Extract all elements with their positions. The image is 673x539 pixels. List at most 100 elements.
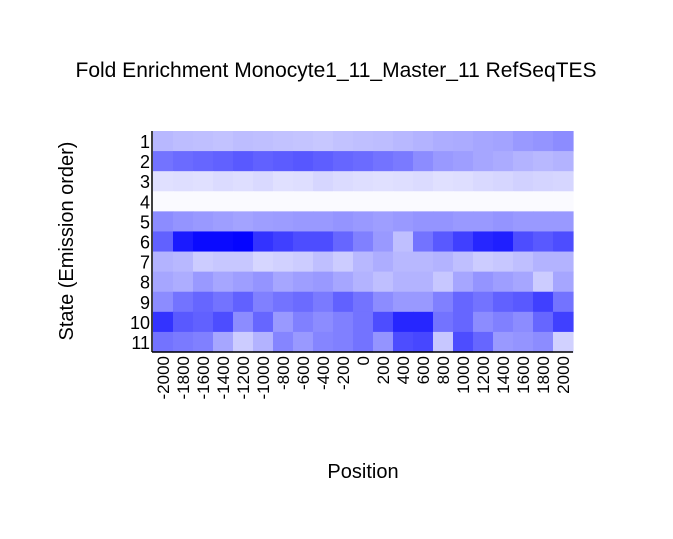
heatmap-cell — [413, 311, 434, 333]
heatmap-cell — [253, 131, 274, 152]
heatmap-cell — [413, 191, 434, 212]
heatmap-cell — [273, 191, 294, 212]
heatmap-cell — [513, 331, 534, 353]
heatmap-cell — [533, 131, 554, 152]
heatmap-cell — [353, 131, 374, 152]
heatmap-cell — [193, 271, 214, 293]
heatmap-cell — [393, 311, 414, 333]
heatmap-cell — [493, 291, 514, 313]
heatmap-cell — [553, 271, 574, 293]
heatmap-cell — [373, 151, 394, 172]
heatmap-cell — [373, 271, 394, 293]
heatmap-cell — [193, 191, 214, 212]
x-tick-label: -400 — [314, 356, 333, 390]
x-tick-label: 2000 — [554, 356, 573, 394]
x-tick-label: 1000 — [454, 356, 473, 394]
heatmap-cell — [393, 271, 414, 293]
heatmap-cell — [513, 171, 534, 192]
heatmap-cell — [513, 231, 534, 253]
heatmap-cell — [253, 191, 274, 212]
heatmap-cell — [493, 191, 514, 212]
heatmap-cell — [533, 291, 554, 313]
heatmap-cell — [213, 131, 234, 152]
heatmap-cell — [293, 251, 314, 273]
heatmap-cell — [393, 191, 414, 212]
heatmap-cell — [233, 211, 254, 233]
heatmap-cell — [233, 151, 254, 172]
x-tick-label: -600 — [294, 356, 313, 390]
heatmap-cell — [173, 211, 194, 233]
heatmap-cell — [213, 211, 234, 233]
heatmap-cell — [433, 231, 454, 253]
heatmap-cell — [533, 231, 554, 253]
heatmap-cell — [533, 171, 554, 192]
heatmap-cell — [493, 171, 514, 192]
heatmap-cell — [433, 191, 454, 212]
heatmap-cell — [273, 131, 294, 152]
heatmap-cell — [553, 171, 574, 192]
x-tick-label: 1200 — [474, 356, 493, 394]
heatmap-cell — [433, 211, 454, 233]
heatmap-cell — [353, 211, 374, 233]
heatmap-cell — [373, 131, 394, 152]
heatmap-cell — [293, 151, 314, 172]
heatmap-cell — [353, 331, 374, 353]
heatmap-cell — [173, 291, 194, 313]
heatmap-cell — [273, 151, 294, 172]
heatmap-cell — [353, 171, 374, 192]
heatmap-cell — [393, 231, 414, 253]
heatmap-cell — [233, 271, 254, 293]
heatmap-cell — [313, 291, 334, 313]
heatmap-cell — [273, 331, 294, 353]
heatmap-cell — [333, 231, 354, 253]
x-tick-label: -1400 — [214, 356, 233, 399]
heatmap-cell — [453, 291, 474, 313]
heatmap-cell — [433, 291, 454, 313]
heatmap-cell — [193, 311, 214, 333]
y-tick-label: 6 — [140, 233, 150, 253]
heatmap-cell — [433, 251, 454, 273]
heatmap-cell — [533, 191, 554, 212]
x-tick-label: 1400 — [494, 356, 513, 394]
heatmap-cell — [293, 211, 314, 233]
heatmap-cell — [373, 251, 394, 273]
heatmap-cell — [393, 171, 414, 192]
heatmap-cell — [193, 251, 214, 273]
heatmap-cell — [233, 251, 254, 273]
heatmap-cell — [233, 191, 254, 212]
heatmap-cell — [513, 211, 534, 233]
heatmap-cell — [513, 151, 534, 172]
heatmap-cell — [273, 291, 294, 313]
heatmap-cell — [533, 311, 554, 333]
heatmap-cell — [413, 211, 434, 233]
heatmap-cell — [493, 271, 514, 293]
heatmap-cell — [193, 171, 214, 192]
heatmap-cell — [433, 131, 454, 152]
y-tick-label: 10 — [130, 313, 150, 333]
heatmap-cell — [173, 231, 194, 253]
heatmap-cell — [273, 271, 294, 293]
x-tick-label: -2000 — [154, 356, 173, 399]
heatmap-cell — [533, 251, 554, 273]
heatmap-cell — [153, 151, 174, 172]
heatmap-cell — [413, 271, 434, 293]
heatmap-cell — [453, 131, 474, 152]
heatmap-cell — [333, 191, 354, 212]
heatmap-cell — [453, 231, 474, 253]
heatmap-cell — [313, 151, 334, 172]
heatmap-cell — [313, 211, 334, 233]
x-tick-label: 1800 — [534, 356, 553, 394]
heatmap-cell — [253, 231, 274, 253]
heatmap-cell — [333, 331, 354, 353]
heatmap-cell — [293, 191, 314, 212]
heatmap-cell — [213, 151, 234, 172]
heatmap-cell — [353, 191, 374, 212]
heatmap-cell — [193, 291, 214, 313]
heatmap-cell — [393, 211, 414, 233]
heatmap-cell — [193, 211, 214, 233]
heatmap-cell — [313, 231, 334, 253]
x-tick-label: -1000 — [254, 356, 273, 399]
heatmap-cell — [253, 211, 274, 233]
heatmap-cell — [293, 171, 314, 192]
